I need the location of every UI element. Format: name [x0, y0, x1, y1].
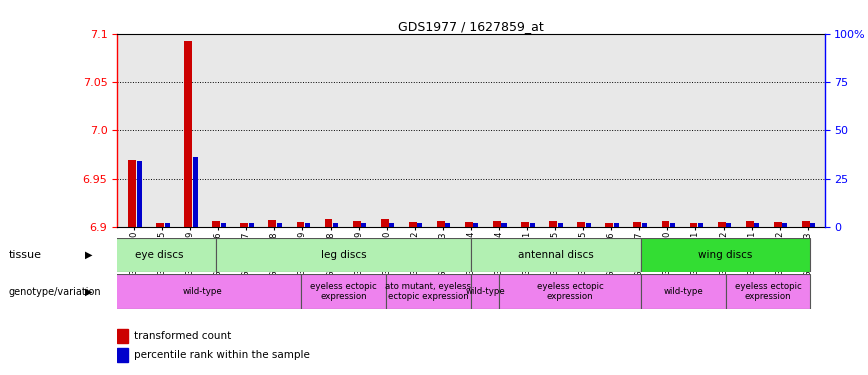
Text: leg discs: leg discs [321, 250, 366, 260]
Bar [352, 221, 360, 227]
Bar [470, 274, 499, 309]
Bar [698, 223, 703, 227]
Text: ▶: ▶ [85, 286, 93, 297]
Text: eyeless ectopic
expression: eyeless ectopic expression [310, 282, 377, 301]
Bar [470, 238, 641, 272]
Text: ato mutant, eyeless
ectopic expression: ato mutant, eyeless ectopic expression [385, 282, 471, 301]
Bar [220, 223, 226, 227]
Bar [277, 223, 282, 227]
Bar [325, 219, 332, 227]
Text: antennal discs: antennal discs [518, 250, 594, 260]
Text: eyeless ectopic
expression: eyeless ectopic expression [536, 282, 603, 301]
Bar [445, 223, 450, 227]
Bar [117, 329, 128, 343]
Bar [213, 221, 220, 227]
Bar [557, 223, 562, 227]
Bar [305, 223, 310, 227]
Bar [634, 222, 641, 227]
Text: percentile rank within the sample: percentile rank within the sample [134, 350, 310, 360]
Bar [521, 222, 529, 227]
Bar [718, 222, 726, 227]
Bar [773, 222, 782, 227]
Bar [418, 223, 423, 227]
Bar [549, 221, 557, 227]
Bar [301, 274, 386, 309]
Bar [577, 222, 585, 227]
Bar [361, 223, 366, 227]
Bar [529, 223, 535, 227]
Bar [136, 161, 141, 227]
Bar [499, 274, 641, 309]
Title: GDS1977 / 1627859_at: GDS1977 / 1627859_at [398, 20, 543, 33]
Bar [605, 223, 613, 227]
Text: eye discs: eye discs [135, 250, 184, 260]
Bar [240, 223, 248, 227]
Bar [726, 223, 731, 227]
Bar [726, 274, 811, 309]
Bar [641, 223, 647, 227]
Bar [117, 348, 128, 362]
Bar [103, 274, 301, 309]
Bar [473, 223, 478, 227]
Bar [437, 221, 444, 227]
Text: wild-type: wild-type [663, 287, 703, 296]
Bar [670, 223, 675, 227]
Bar [782, 223, 787, 227]
Bar [754, 223, 760, 227]
Bar [661, 221, 669, 227]
Text: tissue: tissue [9, 250, 42, 260]
Text: transformed count: transformed count [134, 331, 231, 341]
Bar [465, 222, 473, 227]
Bar [216, 238, 470, 272]
Text: wild-type: wild-type [465, 287, 505, 296]
Bar [333, 223, 339, 227]
Text: ▶: ▶ [85, 250, 93, 260]
Bar [689, 223, 697, 227]
Bar [586, 223, 591, 227]
Bar [614, 223, 619, 227]
Text: genotype/variation: genotype/variation [9, 286, 102, 297]
Bar [193, 158, 198, 227]
Bar [297, 222, 305, 227]
Bar [184, 40, 192, 227]
Bar [389, 223, 394, 227]
Text: wild-type: wild-type [182, 287, 222, 296]
Bar [641, 274, 726, 309]
Bar [165, 223, 169, 227]
Bar [502, 223, 507, 227]
Bar [386, 274, 470, 309]
Bar [381, 219, 389, 227]
Text: eyeless ectopic
expression: eyeless ectopic expression [734, 282, 801, 301]
Bar [103, 238, 216, 272]
Bar [156, 223, 164, 227]
Text: wing discs: wing discs [699, 250, 753, 260]
Bar [811, 223, 815, 227]
Bar [268, 220, 276, 227]
Bar [746, 221, 753, 227]
Bar [128, 160, 136, 227]
Bar [249, 223, 254, 227]
Bar [493, 221, 501, 227]
Bar [641, 238, 811, 272]
Bar [409, 222, 417, 227]
Bar [802, 221, 810, 227]
